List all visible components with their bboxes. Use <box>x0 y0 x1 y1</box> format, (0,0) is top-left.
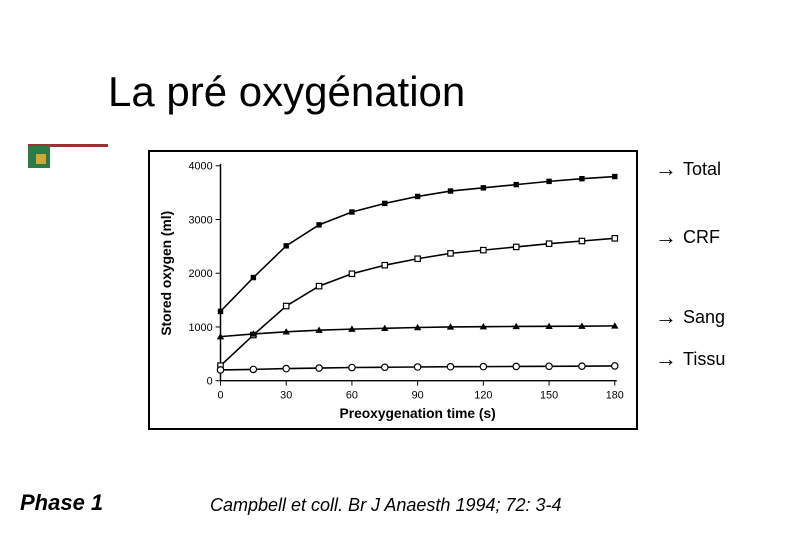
arrow-icon: → <box>655 348 677 370</box>
arrow-icon: → <box>655 306 677 328</box>
legend-label: Total <box>683 159 721 180</box>
svg-text:Stored oxygen (ml): Stored oxygen (ml) <box>159 211 174 336</box>
oxygen-chart: 0 30 60 90 120 150 180 0 1000 2000 3000 4000 Preoxyg… <box>150 152 636 428</box>
legend-label: Sang <box>683 307 725 328</box>
svg-text:60: 60 <box>346 389 358 401</box>
citation-text: Campbell et coll. Br J Anaesth 1994; 72:… <box>210 495 562 516</box>
arrow-icon: → <box>655 158 677 180</box>
title-square-inner <box>36 154 46 164</box>
svg-text:120: 120 <box>474 389 492 401</box>
slide-title-block: La pré oxygénation <box>28 70 465 114</box>
svg-text:180: 180 <box>606 389 624 401</box>
svg-text:0: 0 <box>207 376 213 388</box>
legend-label: CRF <box>683 227 720 248</box>
slide-title: La pré oxygénation <box>28 70 465 114</box>
legend-label: Tissu <box>683 349 725 370</box>
chart-frame: 0 30 60 90 120 150 180 0 1000 2000 3000 4000 Preoxyg… <box>148 150 638 430</box>
svg-text:0: 0 <box>217 389 223 401</box>
legend-item: → Total <box>655 158 721 180</box>
svg-text:30: 30 <box>280 389 292 401</box>
svg-text:1000: 1000 <box>189 322 213 334</box>
svg-text:150: 150 <box>540 389 558 401</box>
legend-item: → Tissu <box>655 348 725 370</box>
legend-item: → Sang <box>655 306 725 328</box>
svg-text:2000: 2000 <box>189 268 213 280</box>
svg-text:3000: 3000 <box>189 214 213 226</box>
svg-text:90: 90 <box>412 389 424 401</box>
arrow-icon: → <box>655 226 677 248</box>
svg-text:4000: 4000 <box>189 161 213 173</box>
phase-label: Phase 1 <box>20 490 103 516</box>
svg-text:Preoxygenation time (s): Preoxygenation time (s) <box>340 406 496 421</box>
legend-item: → CRF <box>655 226 720 248</box>
